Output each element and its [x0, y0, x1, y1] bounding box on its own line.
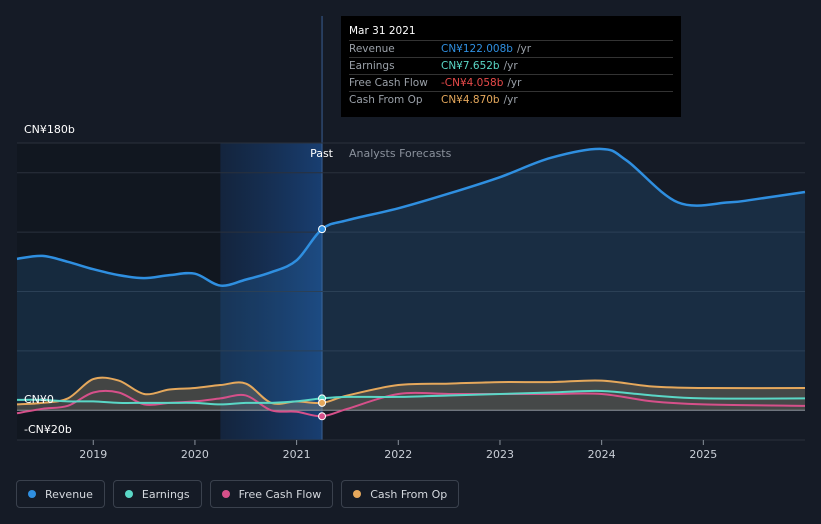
y-label-bottom: -CN¥20b	[24, 423, 72, 436]
tooltip-unit: /yr	[507, 77, 522, 89]
legend-dot-icon	[221, 490, 230, 498]
revenue-line	[16, 147, 806, 287]
x-tick-label: 2023	[486, 448, 514, 461]
legend-dot-icon	[353, 490, 362, 498]
legend-label: Cash From Op	[370, 487, 448, 501]
legend-label: Earnings	[141, 487, 190, 501]
legend-dot-icon	[124, 490, 133, 498]
x-tick-label: 2022	[384, 448, 412, 461]
past-label: Past	[310, 147, 334, 160]
tooltip: Mar 31 2021 Revenue CN¥122.008b /yr Earn…	[341, 16, 681, 117]
revenue-area	[17, 148, 805, 411]
x-tick-label: 2024	[588, 448, 616, 461]
tooltip-name: Free Cash Flow	[349, 77, 428, 89]
tooltip-row-cfo: Cash From Op CN¥4.870b /yr	[349, 92, 673, 108]
tooltip-unit: /yr	[503, 94, 518, 106]
y-label-top: CN¥180b	[24, 123, 75, 136]
tooltip-date: Mar 31 2021	[349, 22, 673, 41]
x-tick-label: 2025	[689, 448, 717, 461]
forecast-label: Analysts Forecasts	[349, 147, 452, 160]
legend-item-earnings[interactable]: Earnings	[112, 480, 202, 508]
revenue-marker	[318, 225, 327, 234]
x-axis-ticks: 2019 2020 2021 2022 2023 2024 2025	[79, 440, 717, 461]
x-tick-label: 2019	[79, 448, 107, 461]
legend-item-cash-from-op[interactable]: Cash From Op	[341, 480, 460, 508]
tooltip-name: Earnings	[349, 60, 395, 72]
x-tick-label: 2021	[283, 448, 311, 461]
x-tick-label: 2020	[181, 448, 209, 461]
legend-dot-icon	[28, 490, 36, 498]
tooltip-unit: /yr	[516, 43, 532, 55]
gridlines	[17, 142, 805, 441]
tooltip-name: Cash From Op	[349, 94, 423, 106]
y-label-zero: CN¥0	[24, 393, 54, 406]
free-cash-flow-marker	[318, 412, 327, 421]
tooltip-row-fcf: Free Cash Flow -CN¥4.058b /yr	[349, 75, 673, 92]
highlight-markers	[318, 225, 327, 421]
tooltip-name: Revenue	[349, 43, 395, 55]
legend-label: Free Cash Flow	[238, 487, 322, 501]
tooltip-value: CN¥4.870b	[441, 94, 500, 106]
cash-from-op-marker	[318, 398, 327, 407]
tooltip-value: CN¥122.008b	[441, 43, 513, 55]
legend-item-revenue[interactable]: Revenue	[16, 480, 105, 508]
free-cash-flow-line	[16, 389, 806, 418]
tooltip-row-revenue: Revenue CN¥122.008b /yr	[349, 41, 673, 58]
tooltip-value: CN¥7.652b	[441, 60, 500, 72]
earnings-line	[16, 389, 806, 406]
legend-label: Revenue	[45, 487, 93, 501]
chart-canvas: CN¥180b CN¥0 -CN¥20b Past Analysts Forec…	[16, 16, 806, 461]
tooltip-row-earnings: Earnings CN¥7.652b /yr	[349, 58, 673, 75]
tooltip-value: -CN¥4.058b	[441, 77, 504, 89]
series-lines	[16, 147, 806, 418]
legend: Revenue Earnings Free Cash Flow Cash Fro…	[16, 480, 460, 508]
legend-item-free-cash-flow[interactable]: Free Cash Flow	[209, 480, 334, 508]
tooltip-unit: /yr	[503, 60, 518, 72]
